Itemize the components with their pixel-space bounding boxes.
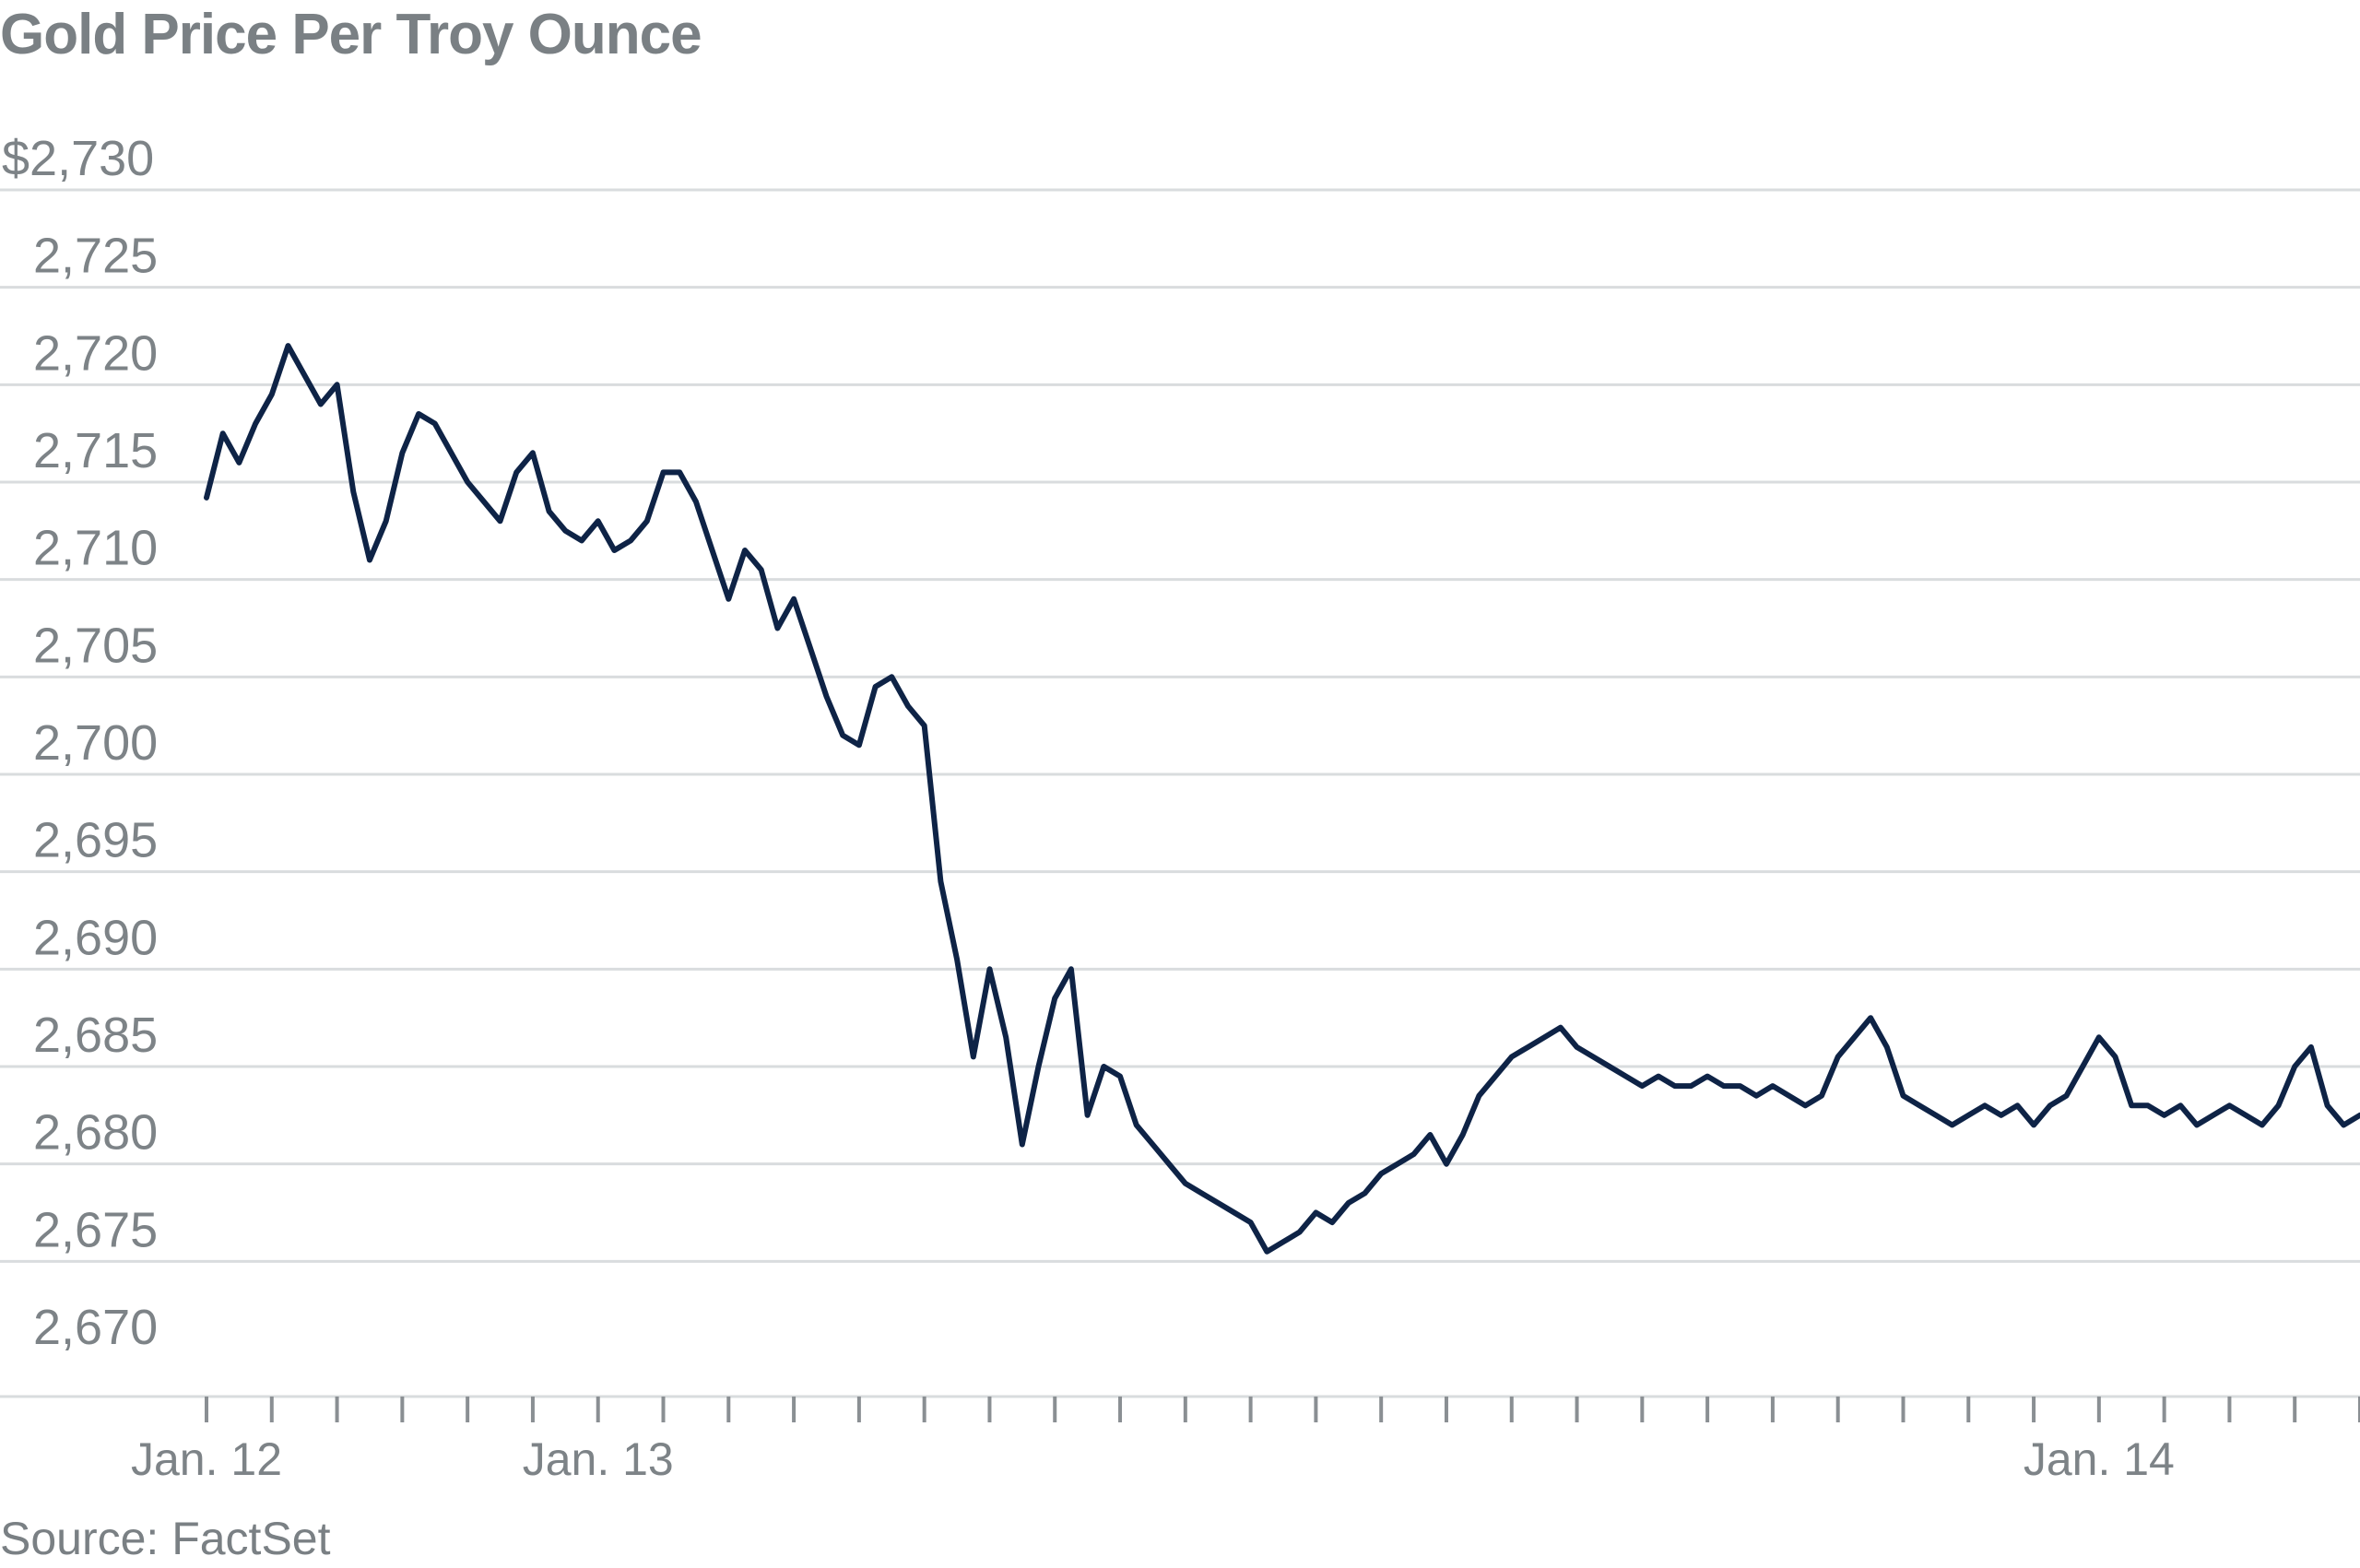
y-tick-label: 2,685 — [33, 1008, 158, 1063]
y-tick-label: 2,690 — [33, 910, 158, 965]
gridlines — [0, 188, 2360, 1263]
y-axis-ticks: $2,730 2,725 2,720 2,715 2,710 2,705 2,700 2,69… — [2, 131, 158, 1355]
y-tick-label: 2,720 — [33, 325, 158, 381]
y-tick-label: $2,730 — [2, 131, 154, 186]
y-tick-label: 2,710 — [33, 521, 158, 576]
price-line — [204, 343, 2360, 1255]
y-tick-label: 2,695 — [33, 813, 158, 868]
y-tick-label: 2,715 — [33, 423, 158, 478]
x-tick-label: Jan. 12 — [131, 1433, 282, 1485]
y-tick-label: 2,705 — [33, 618, 158, 673]
y-tick-label: 2,725 — [33, 229, 158, 284]
source-note: Source: FactSet — [0, 1513, 331, 1564]
price-series — [204, 343, 2360, 1255]
x-axis: Jan. 12 Jan. 13 Jan. 14 — [0, 1395, 2360, 1485]
y-tick-label: 2,670 — [33, 1300, 158, 1355]
y-tick-label: 2,700 — [33, 715, 158, 771]
y-tick-label: 2,680 — [33, 1105, 158, 1161]
x-tick-label: Jan. 13 — [523, 1433, 674, 1485]
y-tick-label: 2,675 — [33, 1202, 158, 1257]
x-tick-label: Jan. 14 — [2024, 1433, 2175, 1485]
chart-title: Gold Price Per Troy Ounce — [0, 3, 702, 66]
